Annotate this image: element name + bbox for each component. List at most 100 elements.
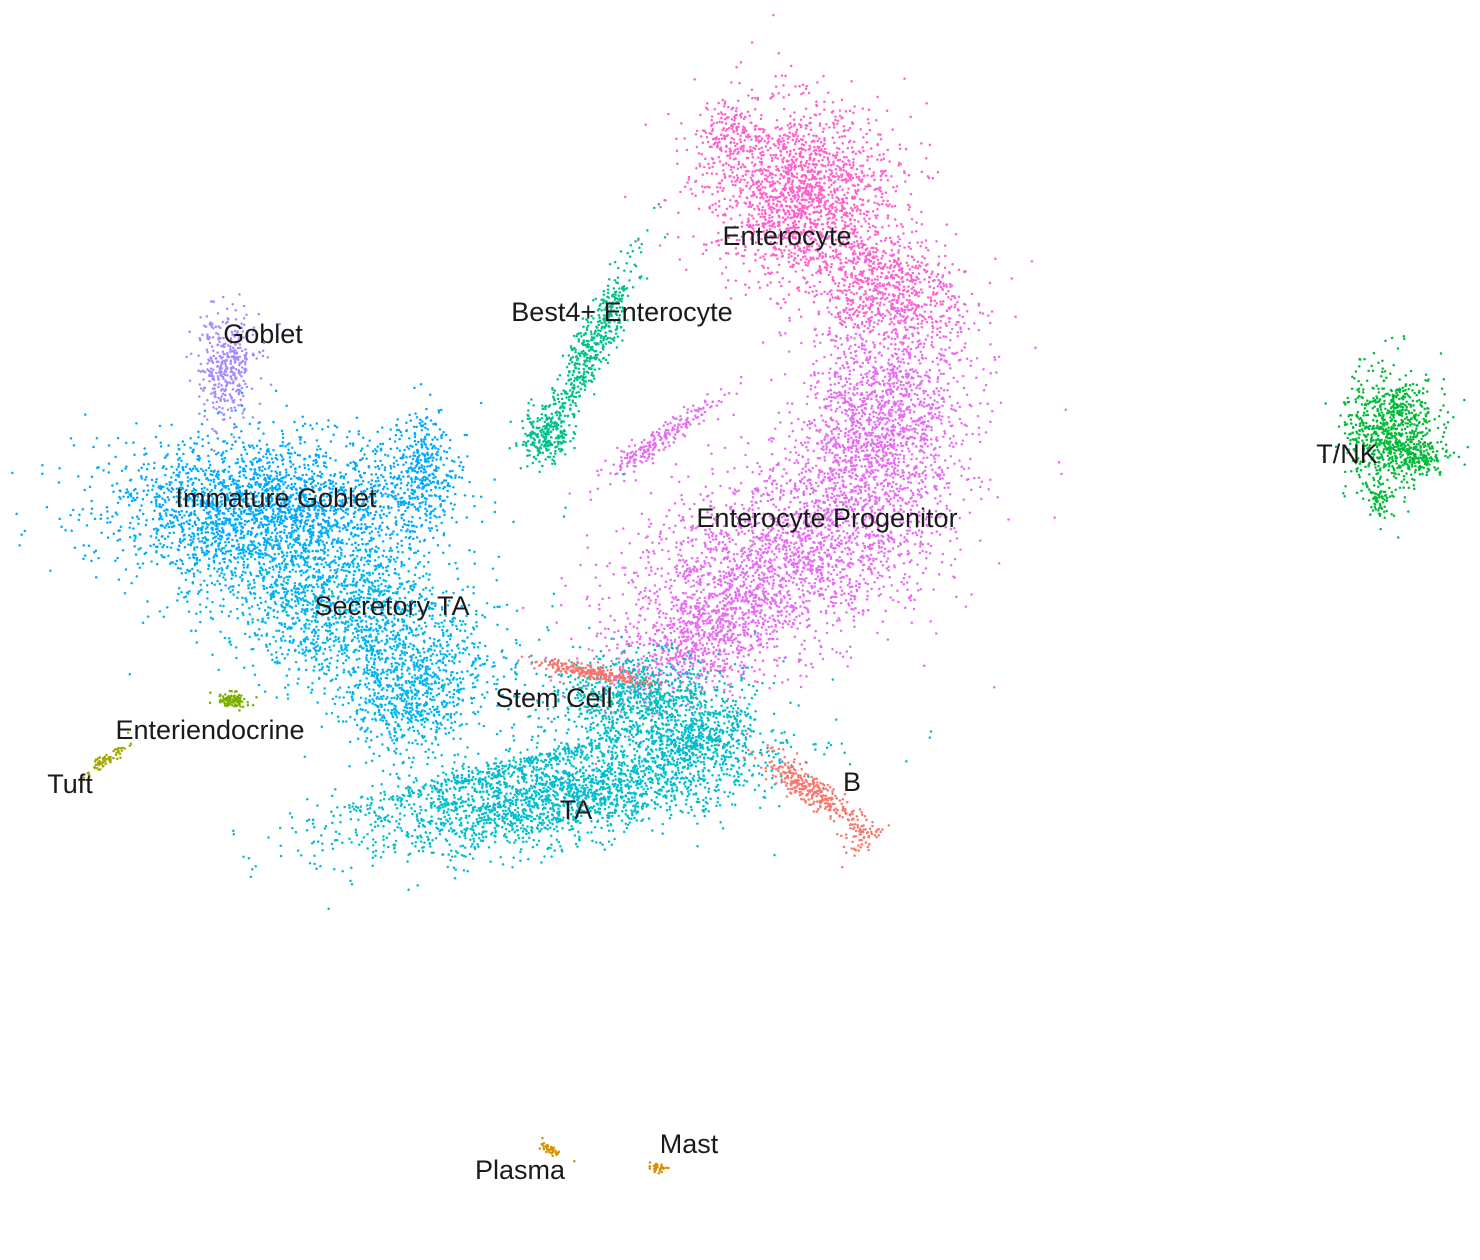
scatter-point bbox=[716, 141, 719, 145]
scatter-point bbox=[848, 369, 852, 373]
scatter-point bbox=[970, 292, 974, 296]
scatter-point bbox=[936, 380, 939, 383]
scatter-point bbox=[799, 216, 802, 220]
scatter-point bbox=[882, 382, 886, 386]
scatter-point bbox=[847, 449, 850, 452]
scatter-point bbox=[776, 139, 779, 142]
scatter-point bbox=[924, 477, 927, 480]
scatter-point bbox=[873, 356, 877, 360]
scatter-point bbox=[821, 130, 825, 133]
scatter-point bbox=[897, 460, 901, 464]
scatter-point bbox=[772, 202, 775, 205]
scatter-point bbox=[785, 230, 788, 234]
scatter-point bbox=[864, 185, 867, 188]
scatter-point bbox=[829, 400, 833, 403]
scatter-point bbox=[836, 119, 840, 123]
scatter-point bbox=[867, 199, 870, 202]
scatter-point bbox=[800, 206, 803, 210]
scatter-point bbox=[810, 178, 813, 181]
scatter-point bbox=[870, 382, 874, 386]
scatter-point bbox=[787, 231, 791, 235]
scatter-point bbox=[726, 582, 730, 585]
scatter-point bbox=[842, 451, 846, 454]
scatter-point bbox=[848, 308, 851, 311]
scatter-point bbox=[907, 471, 911, 475]
scatter-point bbox=[872, 261, 876, 264]
scatter-point bbox=[858, 197, 862, 201]
scatter-point bbox=[906, 289, 910, 292]
scatter-point bbox=[768, 207, 771, 210]
scatter-point bbox=[759, 191, 762, 195]
scatter-point bbox=[911, 368, 914, 371]
scatter-point bbox=[910, 428, 914, 431]
scatter-point bbox=[930, 341, 934, 344]
scatter-point bbox=[840, 209, 844, 213]
scatter-point bbox=[732, 141, 736, 144]
scatter-point bbox=[881, 254, 884, 257]
scatter-point bbox=[868, 167, 871, 171]
scatter-point bbox=[852, 258, 856, 262]
scatter-point bbox=[724, 266, 728, 269]
scatter-point bbox=[827, 371, 831, 375]
scatter-point bbox=[701, 252, 705, 256]
scatter-point bbox=[868, 320, 871, 323]
scatter-point bbox=[773, 674, 777, 678]
scatter-point bbox=[867, 222, 871, 225]
scatter-point bbox=[920, 210, 923, 214]
scatter-point bbox=[936, 363, 940, 366]
scatter-point bbox=[914, 230, 918, 233]
scatter-point bbox=[796, 244, 800, 248]
scatter-point bbox=[815, 257, 819, 260]
scatter-point bbox=[770, 225, 774, 228]
scatter-point bbox=[973, 476, 976, 480]
scatter-point bbox=[857, 183, 860, 187]
scatter-point bbox=[814, 396, 818, 400]
scatter-point bbox=[860, 409, 864, 412]
scatter-point bbox=[876, 202, 879, 205]
scatter-point bbox=[868, 324, 871, 327]
scatter-point bbox=[849, 217, 852, 221]
scatter-point bbox=[763, 140, 766, 143]
scatter-point bbox=[745, 223, 749, 227]
scatter-point bbox=[872, 371, 875, 374]
scatter-point bbox=[910, 326, 914, 329]
scatter-point bbox=[753, 107, 757, 111]
scatter-point bbox=[747, 286, 751, 289]
scatter-point bbox=[911, 340, 914, 344]
scatter-point bbox=[886, 199, 889, 203]
scatter-point bbox=[675, 137, 678, 141]
scatter-point bbox=[873, 343, 876, 347]
scatter-point bbox=[853, 280, 857, 283]
scatter-point bbox=[888, 259, 892, 263]
scatter-point bbox=[616, 646, 619, 650]
scatter-point bbox=[890, 248, 894, 252]
scatter-point bbox=[902, 457, 906, 460]
scatter-point bbox=[734, 180, 737, 183]
scatter-point bbox=[934, 471, 937, 474]
scatter-point bbox=[913, 475, 917, 478]
scatter-point bbox=[898, 487, 902, 490]
scatter-point bbox=[949, 285, 952, 288]
scatter-point bbox=[804, 87, 808, 91]
scatter-point bbox=[801, 204, 804, 207]
scatter-point bbox=[733, 116, 737, 120]
scatter-point bbox=[856, 189, 860, 192]
scatter-point bbox=[886, 296, 889, 300]
scatter-point bbox=[866, 229, 870, 233]
scatter-point bbox=[907, 337, 911, 340]
scatter-point bbox=[898, 244, 902, 248]
scatter-point bbox=[784, 301, 787, 304]
scatter-point bbox=[732, 130, 735, 133]
scatter-point bbox=[882, 404, 885, 408]
scatter-point bbox=[855, 535, 859, 538]
scatter-point bbox=[761, 150, 764, 154]
scatter-point bbox=[829, 383, 833, 386]
scatter-point bbox=[885, 109, 889, 112]
scatter-point bbox=[769, 241, 772, 244]
scatter-point bbox=[810, 203, 813, 207]
scatter-point bbox=[769, 208, 773, 211]
scatter-point bbox=[840, 116, 843, 120]
scatter-point bbox=[912, 312, 916, 315]
scatter-point bbox=[840, 396, 843, 399]
scatter-point bbox=[834, 498, 838, 501]
